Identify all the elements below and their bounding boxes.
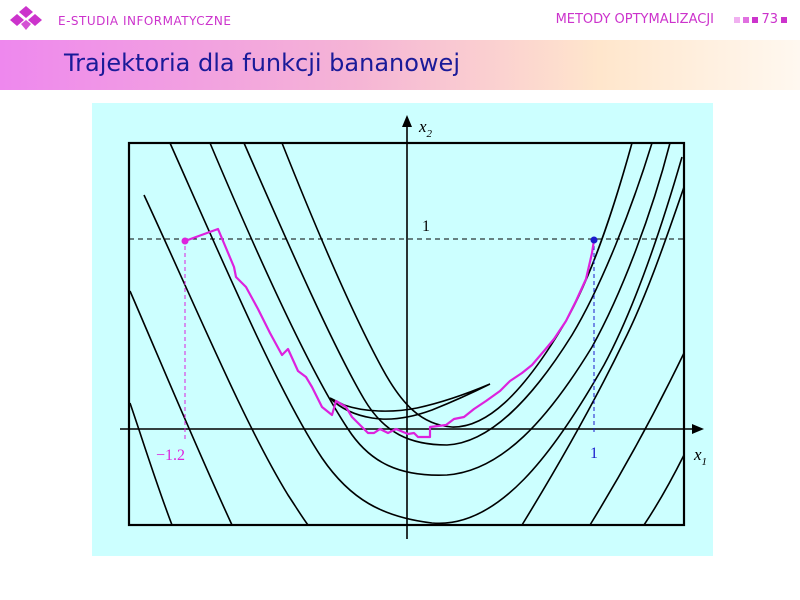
optimization-trajectory: [184, 227, 596, 439]
page-number: 73: [761, 12, 778, 27]
e-studia-logo-icon: [10, 6, 42, 30]
title-band: [0, 40, 800, 90]
x-axis-arrow-icon: [692, 424, 704, 434]
figure-panel: x2 x1 1 −1.2 1: [92, 103, 713, 556]
level-one-label: 1: [422, 218, 430, 235]
contour-line: [243, 142, 653, 446]
page-dot-icon: [781, 16, 787, 23]
contour-line: [143, 194, 309, 526]
contour-line: [643, 454, 685, 526]
page-dot-icon: [752, 16, 759, 23]
contour-line: [169, 142, 683, 525]
contour-line: [129, 402, 173, 526]
course-title: METODY OPTYMALIZACJI: [555, 12, 714, 27]
y-axis-arrow-icon: [402, 115, 412, 127]
slide-title: Trajektoria dla funkcji bananowej: [64, 49, 460, 77]
page-dot-icon: [734, 16, 741, 23]
contour-lines: [129, 142, 685, 526]
end-point: [590, 236, 598, 244]
start-point: [181, 237, 189, 245]
contour-line: [521, 186, 685, 526]
contour-line: [129, 290, 233, 526]
end-x-label: 1: [590, 445, 598, 462]
contour-line: [281, 142, 633, 428]
contour-line: [329, 383, 491, 420]
page-dot-icon: [743, 16, 750, 23]
banana-function-contour-plot: x2 x1 1 −1.2 1: [120, 115, 707, 539]
brand-name: E-STUDIA INFORMATYCZNE: [58, 14, 232, 28]
contour-line: [589, 352, 685, 526]
slide-header: E-STUDIA INFORMATYCZNE METODY OPTYMALIZA…: [0, 0, 800, 36]
contour-line: [209, 142, 671, 476]
y-axis-label: x2: [418, 117, 433, 140]
x-axis-label: x1: [693, 445, 707, 468]
start-x-label: −1.2: [156, 447, 185, 464]
page-indicator: 73: [734, 12, 790, 27]
